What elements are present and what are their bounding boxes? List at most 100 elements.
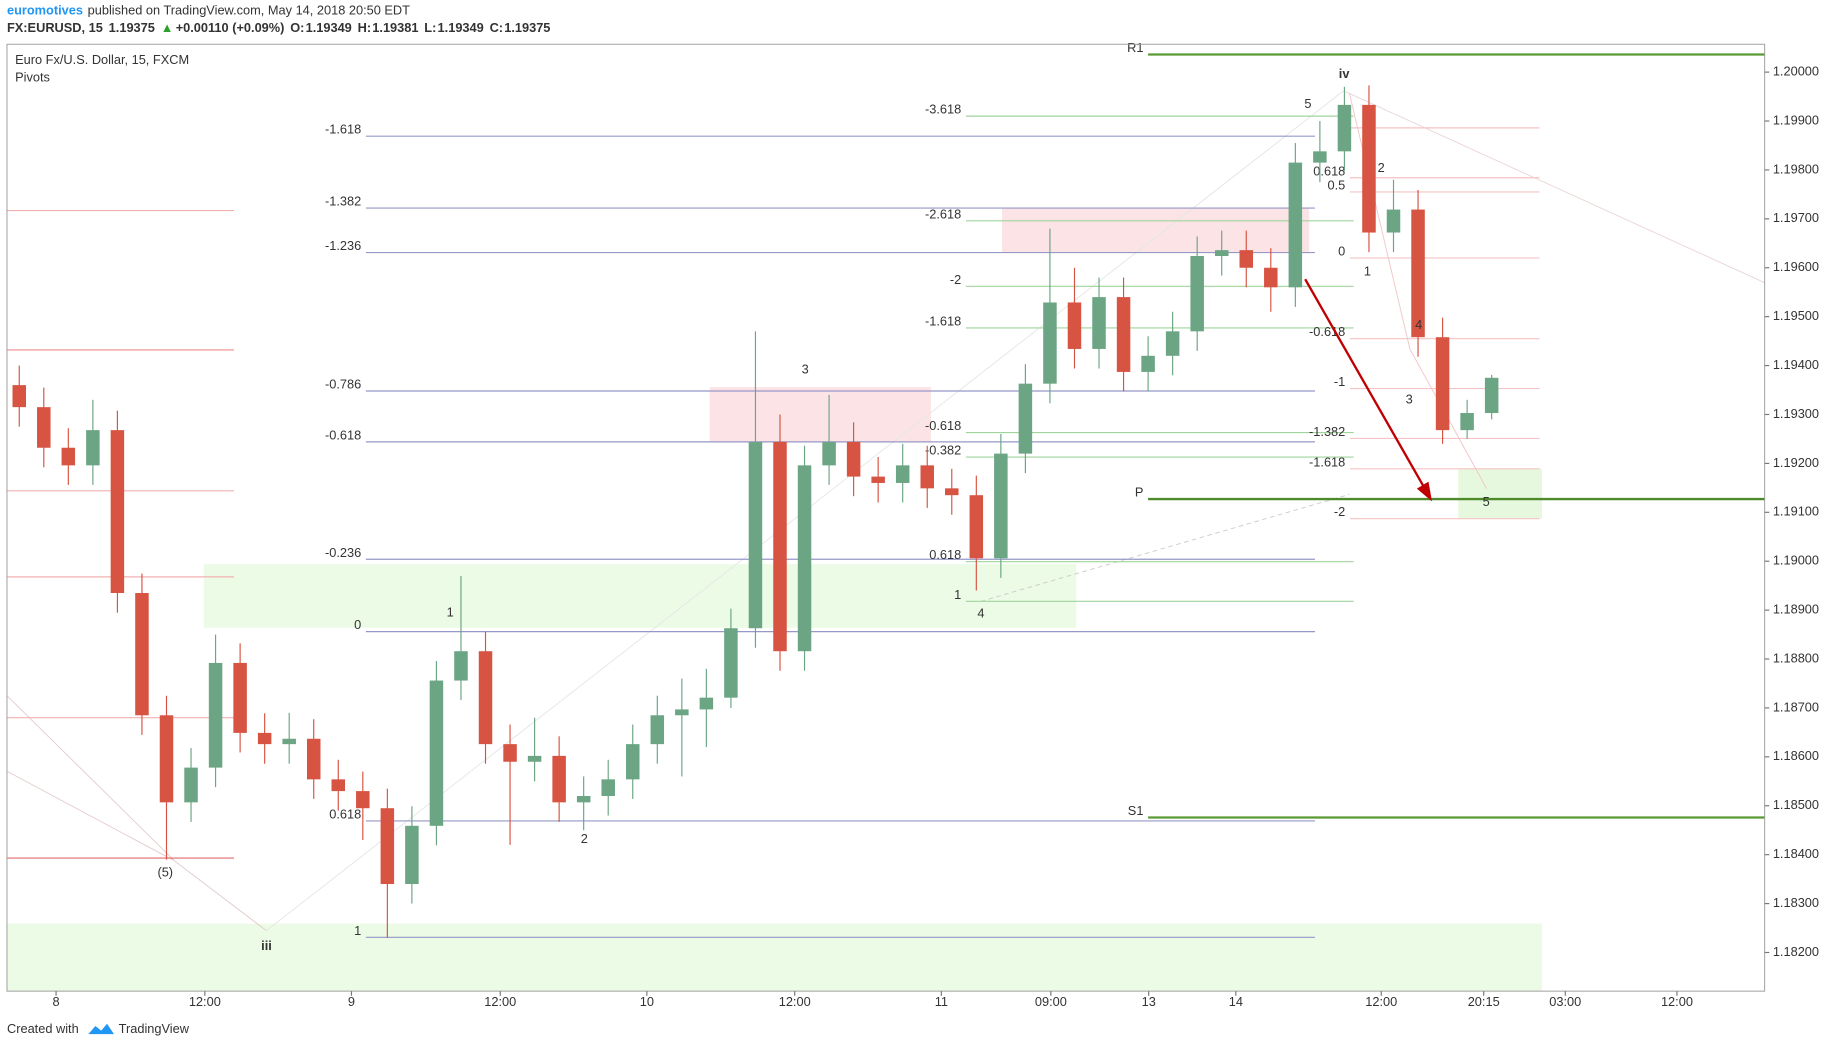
level-label: -0.618 <box>325 427 361 442</box>
ohlc-value: 1.19349 <box>306 20 352 35</box>
ohlc-key: H: <box>358 20 372 35</box>
candle-body <box>601 779 615 796</box>
wave-label: iv <box>1339 66 1351 81</box>
y-tick-label: 1.18500 <box>1773 797 1819 812</box>
created-with: Created with <box>7 1021 79 1036</box>
level-label: -2 <box>950 272 961 287</box>
level-label: 1 <box>954 587 961 602</box>
candle-body <box>1313 151 1327 163</box>
level-label: R1 <box>1127 40 1143 55</box>
level-label: 1 <box>354 923 361 938</box>
author[interactable]: euromotives <box>7 3 83 18</box>
wave-label: 3 <box>1406 392 1413 407</box>
candle-body <box>871 476 885 483</box>
level-label: 0.618 <box>929 547 961 562</box>
candle-body <box>797 465 812 652</box>
wave-label: iii <box>261 938 272 953</box>
candle-body <box>282 738 296 745</box>
candle-body <box>233 662 247 733</box>
candle-body <box>478 651 493 745</box>
y-tick-label: 1.18800 <box>1773 650 1819 665</box>
candle-body <box>37 407 51 448</box>
candle-body <box>331 779 346 792</box>
x-tick-label: 8 <box>53 994 60 1009</box>
y-tick-label: 1.18600 <box>1773 748 1819 763</box>
candle-body <box>1043 302 1057 384</box>
candle-body <box>110 430 125 594</box>
ohlc-key: O: <box>290 20 304 35</box>
wave-label: 4 <box>977 605 984 620</box>
candles <box>12 85 1499 938</box>
candle-body <box>1239 250 1254 268</box>
level-label: -2 <box>1334 504 1345 519</box>
trend-line <box>980 493 1350 602</box>
level-label: -1.618 <box>925 313 961 328</box>
chart-title: Euro Fx/U.S. Dollar, 15, FXCM <box>15 52 189 67</box>
candle-body <box>1190 256 1204 332</box>
candle-body <box>1411 209 1425 338</box>
candle-body <box>1460 413 1474 431</box>
indicator-name: Pivots <box>15 69 50 84</box>
x-tick-label: 12:00 <box>484 994 516 1009</box>
plot-frame <box>6 43 1766 992</box>
candle-body <box>576 795 591 803</box>
candle-body <box>846 441 861 477</box>
y-tick-label: 1.19000 <box>1773 553 1819 568</box>
wave-label: (5) <box>157 865 173 880</box>
wave-label: 5 <box>1483 494 1490 509</box>
axes: 1.18200 1.18300 1.18400 1.18500 1.18600 1.187… <box>53 63 1820 1009</box>
candle-body <box>895 465 910 483</box>
candle-body <box>1214 250 1229 257</box>
y-tick-label: 1.18900 <box>1773 601 1819 616</box>
ohlc-key: C: <box>490 20 504 35</box>
y-tick-label: 1.19100 <box>1773 504 1819 519</box>
level-label: -0.618 <box>1309 324 1345 339</box>
zone <box>1002 208 1310 253</box>
y-tick-label: 1.19200 <box>1773 455 1819 470</box>
annotations: (5) iii 1 2 3 4 5 iv 2 1 4 3 5 <box>157 66 1489 953</box>
brand-name[interactable]: TradingView <box>119 1021 190 1036</box>
level-label: -1.236 <box>325 238 361 253</box>
level-label: 0.618 <box>1313 163 1345 178</box>
x-tick-label: 14 <box>1229 994 1243 1009</box>
level-label: -1 <box>1334 374 1345 389</box>
y-tick-label: 1.18300 <box>1773 895 1819 910</box>
candle-body <box>773 441 787 652</box>
candle-body <box>184 767 198 803</box>
x-tick-label: 09:00 <box>1035 994 1067 1009</box>
level-label: 0 <box>1338 244 1345 259</box>
y-tick-label: 1.18200 <box>1773 944 1819 959</box>
level-label: -0.786 <box>325 377 361 392</box>
x-tick-label: 12:00 <box>189 994 221 1009</box>
last-price: 1.19375 <box>109 20 155 35</box>
brand-icon <box>88 1023 114 1035</box>
levels: -1.618 -1.382 -1.236 -0.786 -0.618 -0.236 0 0.6… <box>6 40 1765 938</box>
candle-body <box>1264 267 1278 288</box>
symbol: FX:EURUSD, 15 <box>7 20 103 35</box>
x-tick-label: 20:15 <box>1468 994 1500 1009</box>
brand-logo[interactable]: TradingView <box>88 1021 190 1036</box>
candle-body <box>650 715 665 745</box>
quote-line: FX:EURUSD, 15 1.19375 ▲ +0.00110 (+0.09%) O:… <box>7 20 550 35</box>
x-tick-label: 11 <box>935 994 948 1009</box>
level-label: -3.618 <box>925 102 961 117</box>
candle-body <box>380 808 395 885</box>
candle-body <box>699 697 714 710</box>
candle-body <box>1018 383 1033 454</box>
x-tick-label: 13 <box>1142 994 1156 1009</box>
ohlc-value: 1.19375 <box>504 20 550 35</box>
x-tick-label: 12:00 <box>1661 994 1693 1009</box>
trend-line <box>1343 90 1765 284</box>
candle-body <box>969 495 984 559</box>
candle-body <box>454 651 468 681</box>
level-label: -1.618 <box>1309 454 1345 469</box>
trend-line <box>174 860 267 932</box>
level-label: -1.382 <box>325 194 361 209</box>
y-tick-label: 1.19800 <box>1773 161 1819 176</box>
level-label: P <box>1135 485 1144 500</box>
candle-body <box>675 709 689 716</box>
y-tick-label: 1.18400 <box>1773 846 1819 861</box>
y-tick-label: 1.19900 <box>1773 112 1819 127</box>
